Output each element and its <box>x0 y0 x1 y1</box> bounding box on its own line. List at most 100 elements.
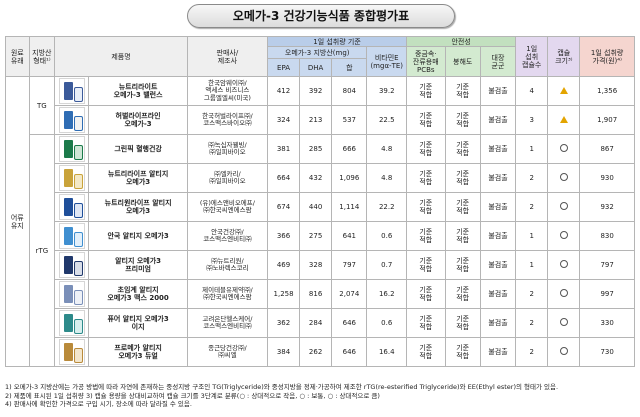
pcb-result: 기준 적합 <box>406 221 446 251</box>
header-content-group: 1일 섭취량 기준 <box>266 36 408 47</box>
pcb-result: 기준 적합 <box>406 308 446 338</box>
price-value: 1,356 <box>579 76 635 106</box>
table-row: rTG 그린픽 혈행건강 ㈜녹십자웰빙/ ㈜일피바이오 381 285 666 4.8 기준 … <box>6 134 635 367</box>
dha-value: 328 <box>299 250 333 280</box>
table-row: 초임계 알티지 오메가3 맥스 2000 제이테블유제약㈜/ ㈜한국씨엔에스팜 1,… <box>6 279 635 309</box>
microbes-result: 불검출 <box>479 105 517 135</box>
header-seller: 판매사/ 제조사 <box>186 36 269 77</box>
vitamin-e-value: 0.6 <box>366 308 408 338</box>
header-pcb: 중금속· 잔류용매 PCBs <box>406 46 446 77</box>
vitamin-e-value: 22.5 <box>366 105 408 135</box>
product-bottle-shape <box>73 174 83 189</box>
price-value: 867 <box>579 134 635 164</box>
price-value: 730 <box>579 337 635 367</box>
product-box-shape <box>63 256 73 274</box>
capsule-size-cell <box>547 337 581 367</box>
pcb-result: 기준 적합 <box>406 105 446 135</box>
footnote-1: 1) 오메가-3 지방산에는 가공 방법에 따라 자연에 존재하는 중성지방 구… <box>5 383 559 391</box>
epa-value: 362 <box>266 308 301 338</box>
pcb-result: 기준 적합 <box>406 250 446 280</box>
oxidation-result: 기준 적합 <box>444 76 481 106</box>
microbes-result: 불검출 <box>479 279 517 309</box>
product-image <box>58 107 85 133</box>
epa-value: 1,258 <box>266 279 301 309</box>
sum-value: 2,074 <box>331 279 368 309</box>
daily-intake-value: 4 <box>515 76 549 106</box>
seller-name: (유)에스앤비오에프/ ㈜한국씨엔에스팜 <box>186 192 269 222</box>
price-value: 997 <box>579 279 635 309</box>
product-box-shape <box>63 198 73 216</box>
table-row: 어류 유지 TG 뉴트리라이트 오메가-3 밸런스 한국암웨이㈜/ 액세스 비즈니스 … <box>5 76 635 367</box>
product-image-cell <box>54 134 90 164</box>
seller-name: 고려은단헬스케어/ 코스맥스엔비티㈜ <box>186 308 269 338</box>
oxidation-result: 기준 적합 <box>444 134 481 164</box>
circle-icon <box>559 260 568 268</box>
seller-name: 한국허벌라이프㈜/ 코스맥스바이오㈜ <box>186 105 269 135</box>
header-epa: EPA <box>266 58 301 77</box>
dha-value: 432 <box>299 163 333 193</box>
microbes-result: 불검출 <box>479 134 517 164</box>
product-image <box>58 165 85 191</box>
daily-intake-value: 3 <box>515 105 549 135</box>
product-bottle-shape <box>73 348 83 363</box>
daily-intake-value: 2 <box>515 279 549 309</box>
warning-icon <box>559 115 568 123</box>
product-bottle-shape <box>73 145 83 160</box>
epa-value: 384 <box>266 337 301 367</box>
dha-value: 816 <box>299 279 333 309</box>
seller-name: ㈜뉴트리원/ ㈜노바렉스코리 <box>186 250 269 280</box>
product-name: 초임계 알티지 오메가3 맥스 2000 <box>88 279 188 309</box>
dha-value: 284 <box>299 308 333 338</box>
epa-value: 412 <box>266 76 301 106</box>
product-box-shape <box>63 343 73 361</box>
sum-value: 1,096 <box>331 163 368 193</box>
capsule-size-cell <box>547 134 581 164</box>
pcb-result: 기준 적합 <box>406 163 446 193</box>
daily-intake-value: 2 <box>515 192 549 222</box>
footnote-3: 4) 판매사에 확인한 가격으로 구입 시기, 장소에 따라 달라질 수 있음. <box>5 400 192 408</box>
warning-icon <box>559 86 568 94</box>
microbes-result: 불검출 <box>479 337 517 367</box>
pcb-result: 기준 적합 <box>406 76 446 106</box>
sum-value: 646 <box>331 308 368 338</box>
product-box-shape <box>63 285 73 303</box>
header-product-name: 제품명 <box>54 36 188 77</box>
seller-name: 제이테블유제약㈜/ ㈜한국씨엔에스팜 <box>186 279 269 309</box>
capsule-size-cell <box>547 221 581 251</box>
seller-name: 한국암웨이㈜/ 액세스 비즈니스 그룹엘엘씨(미국) <box>186 76 269 106</box>
epa-value: 664 <box>266 163 301 193</box>
product-box-shape <box>63 169 73 187</box>
header-origin: 원료 유래 <box>5 36 30 77</box>
table-row: 뉴트리라이프 알티지 오메가3 ㈜엘카리/ ㈜일피바이오 664 432 1,096 4.… <box>6 163 635 193</box>
product-box-shape <box>63 314 73 332</box>
seller-name: 종근당건강㈜/ ㈜씨엘 <box>186 337 269 367</box>
product-box-shape <box>63 227 73 245</box>
product-bottle-shape <box>73 261 83 276</box>
microbes-result: 불검출 <box>479 221 517 251</box>
price-value: 797 <box>579 250 635 280</box>
page-title: 오메가-3 건강기능식품 종합평가표 <box>187 4 455 28</box>
microbes-result: 불검출 <box>479 76 517 106</box>
product-image-cell <box>54 76 90 106</box>
circle-icon <box>559 347 568 355</box>
header-capsule-size: 캡슐 크기³⁾ <box>547 36 581 77</box>
product-bottle-shape <box>73 232 83 247</box>
pcb-result: 기준 적합 <box>406 192 446 222</box>
circle-icon <box>559 289 568 297</box>
oxidation-result: 기준 적합 <box>444 221 481 251</box>
product-name: 프로메가 알티지 오메가3 듀얼 <box>88 337 188 367</box>
product-image-cell <box>54 308 90 338</box>
product-image-cell <box>54 279 90 309</box>
title-bar: 오메가-3 건강기능식품 종합평가표 <box>0 0 640 32</box>
epa-value: 366 <box>266 221 301 251</box>
dha-value: 262 <box>299 337 333 367</box>
dha-value: 440 <box>299 192 333 222</box>
daily-intake-value: 2 <box>515 337 549 367</box>
microbes-result: 불검출 <box>479 163 517 193</box>
product-box-shape <box>63 140 73 158</box>
pcb-result: 기준 적합 <box>406 279 446 309</box>
seller-name: ㈜녹십자웰빙/ ㈜일피바이오 <box>186 134 269 164</box>
footnote-2: 2) 제품에 표시된 1일 섭취량 3) 캡슐 용량을 상대비교하여 캡슐 크기… <box>5 391 380 400</box>
header-safety: 안전성 <box>406 36 517 47</box>
table-row: 프로메가 알티지 오메가3 듀얼 종근당건강㈜/ ㈜씨엘 384 262 646 16.4… <box>6 337 635 367</box>
